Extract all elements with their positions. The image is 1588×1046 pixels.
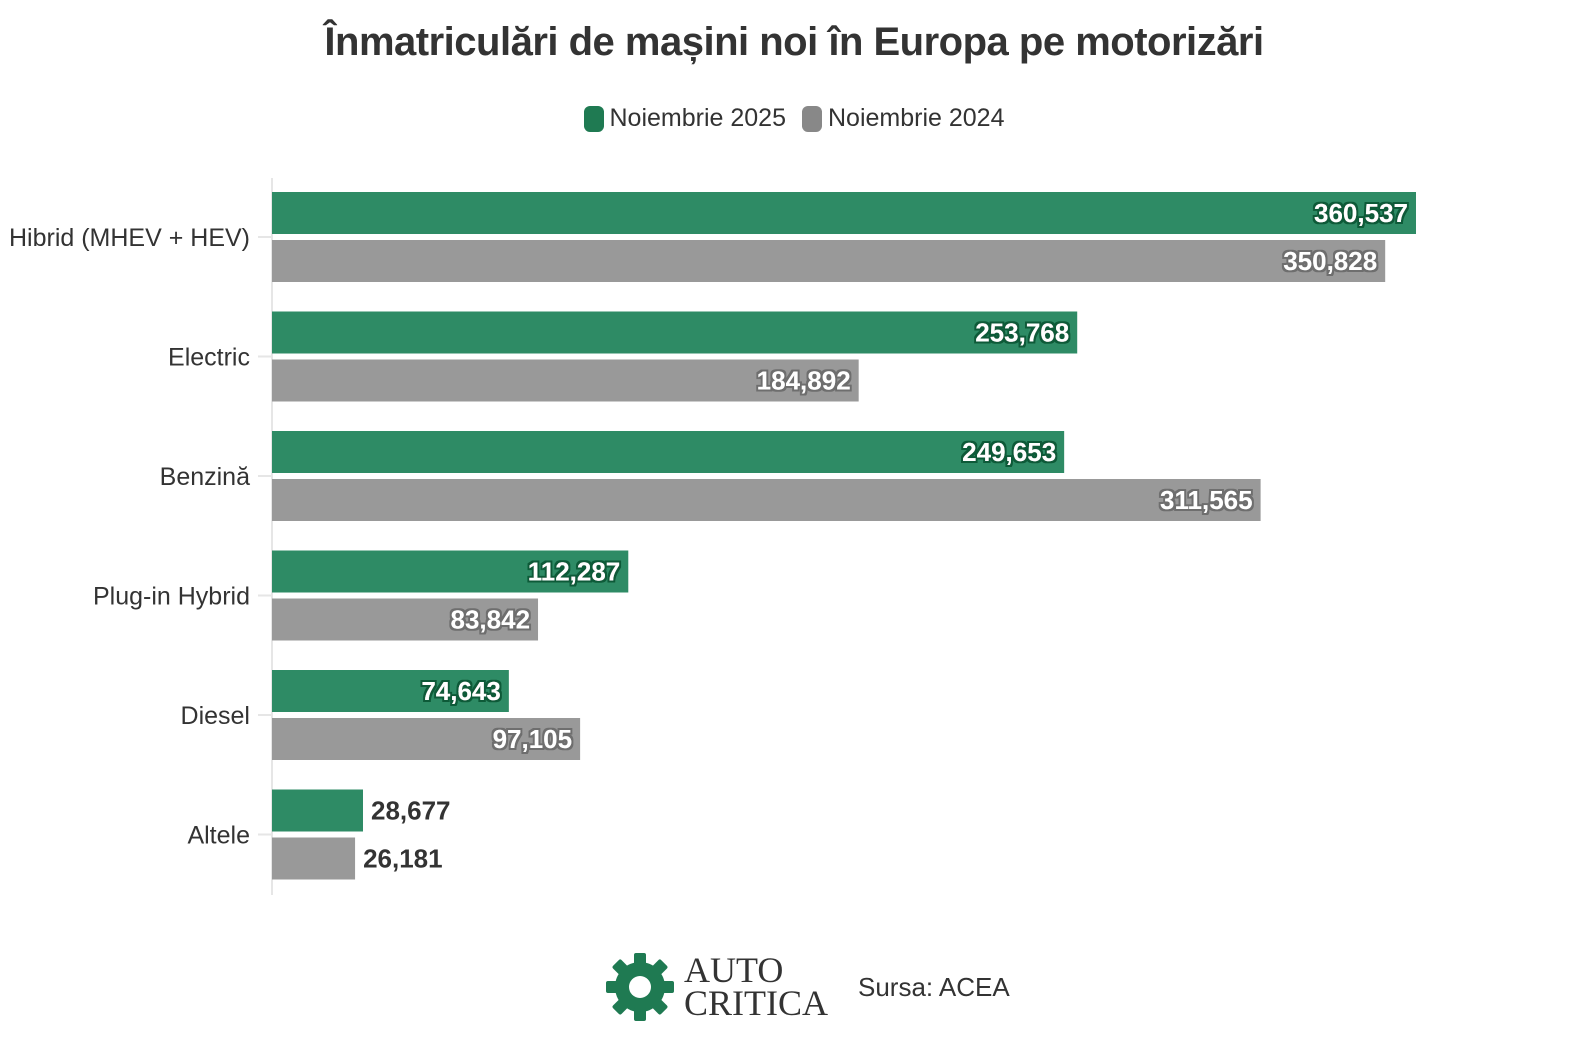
legend-item-2025[interactable]: Noiembrie 2025 xyxy=(583,104,787,133)
legend-swatch-2025 xyxy=(583,105,604,132)
data-label-2025-benzin: 249,653 xyxy=(962,437,1056,467)
data-label-2025-electric: 253,768 xyxy=(975,318,1069,348)
category-label-diesel: Diesel xyxy=(181,702,250,730)
bar-2024-benzin[interactable] xyxy=(272,479,1261,521)
legend-label-2024: Noiembrie 2024 xyxy=(828,104,1005,132)
logo-line-critica: CRITICA xyxy=(684,983,828,1023)
category-label-plug-in-hybrid: Plug-in Hybrid xyxy=(93,583,250,611)
legend-swatch-2024 xyxy=(802,105,822,132)
data-label-2024-diesel: 97,105 xyxy=(493,724,573,754)
source-note: Sursa: ACEA xyxy=(858,971,1010,1002)
data-label-2024-altele: 26,181 xyxy=(363,844,443,874)
data-label-2025-plug-in-hybrid: 112,287 xyxy=(528,557,621,587)
logo-text: AUTO CRITICA xyxy=(684,950,828,1023)
data-label-2025-hibrid-mhev-hev: 360,537 xyxy=(1314,198,1408,228)
bar-2024-diesel[interactable] xyxy=(272,718,581,760)
bar-2025-benzin[interactable] xyxy=(272,431,1065,473)
legend-label-2025: Noiembrie 2025 xyxy=(609,104,787,132)
bar-2025-plug-in-hybrid[interactable] xyxy=(272,550,629,593)
data-label-2024-plug-in-hybrid: 83,842 xyxy=(451,605,531,635)
bar-2025-hibrid-mhev-hev[interactable] xyxy=(272,192,1416,234)
data-label-2024-hibrid-mhev-hev: 350,828 xyxy=(1283,246,1377,276)
chart-title: Înmatriculări de mașini noi în Europa pe… xyxy=(324,20,1264,64)
data-label-2025-diesel: 74,643 xyxy=(421,676,501,706)
bar-2024-plug-in-hybrid[interactable] xyxy=(272,598,539,641)
data-label-2024-benzin: 311,565 xyxy=(1160,485,1253,515)
legend: Noiembrie 2025 Noiembrie 2024 xyxy=(0,104,1588,133)
legend-item-2024[interactable]: Noiembrie 2024 xyxy=(802,104,1005,133)
category-label-electric: Electric xyxy=(168,344,250,372)
bar-2024-electric[interactable] xyxy=(272,359,859,402)
bar-2025-electric[interactable] xyxy=(272,311,1078,354)
category-label-hibrid-mhev-hev: Hibrid (MHEV + HEV) xyxy=(9,224,250,252)
bar-2024-altele[interactable] xyxy=(272,837,356,880)
category-label-benzin: Benzină xyxy=(160,463,250,491)
data-label-2025-altele: 28,677 xyxy=(371,796,451,826)
bar-2025-diesel[interactable] xyxy=(272,670,509,712)
bar-chart: Hibrid (MHEV + HEV) 360,537 350,828 Electri… xyxy=(9,178,1416,895)
bar-2024-hibrid-mhev-hev[interactable] xyxy=(272,240,1386,282)
gear-logo-icon xyxy=(606,953,674,1021)
category-label-altele: Altele xyxy=(187,822,250,850)
data-label-2024-electric: 184,892 xyxy=(757,366,851,396)
logo-line-auto: AUTO xyxy=(684,950,784,990)
footer: AUTO CRITICA Sursa: ACEA xyxy=(606,950,1010,1024)
bar-2025-altele[interactable] xyxy=(272,789,363,832)
